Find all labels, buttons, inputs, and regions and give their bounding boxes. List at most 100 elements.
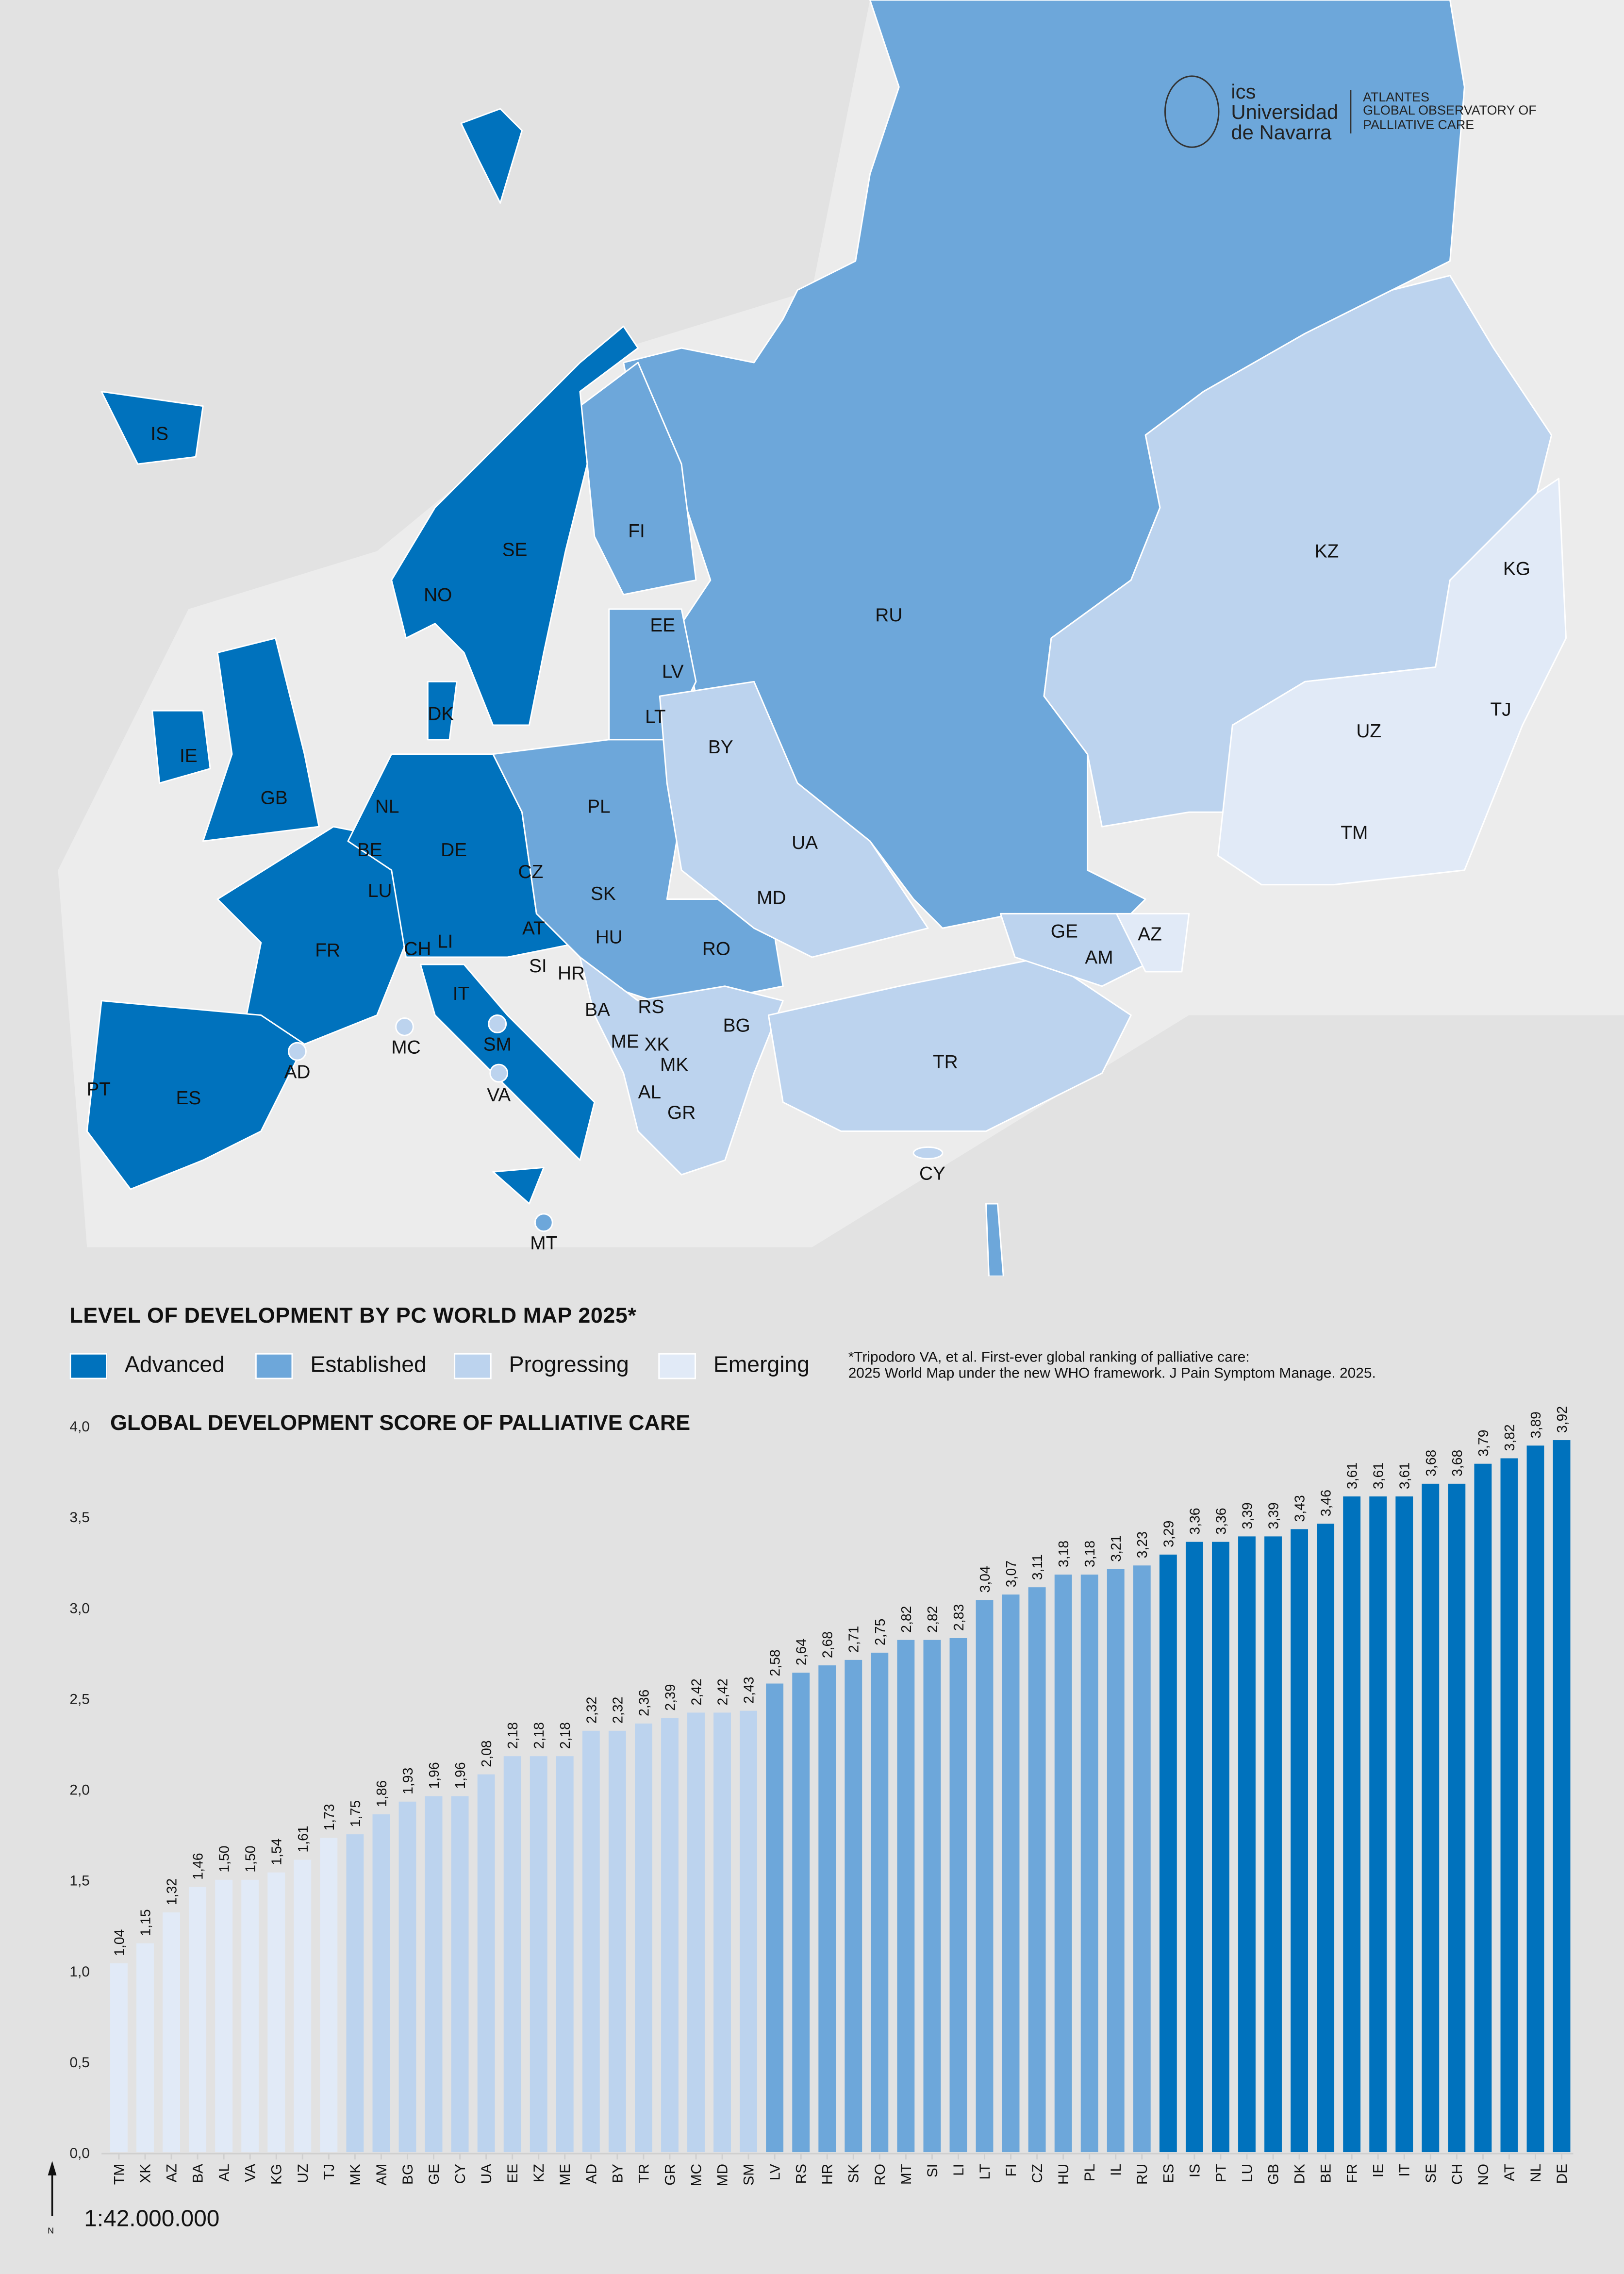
logo-atlantes: ATLANTES [1363, 89, 1430, 104]
category-label: RS [794, 2164, 810, 2184]
category-label: PT [1213, 2164, 1229, 2182]
value-label: 3,07 [1004, 1560, 1019, 1587]
country-label-uz: UZ [1356, 721, 1381, 742]
value-label: 3,61 [1371, 1462, 1387, 1489]
y-tick-label: 3,5 [69, 1510, 90, 1526]
country-label-rs: RS [638, 996, 664, 1017]
category-label: FR [1344, 2164, 1360, 2183]
country-label-is: IS [150, 424, 168, 445]
value-label: 2,18 [558, 1722, 573, 1749]
region-denmark [427, 681, 458, 741]
legend-item-emerging: Emerging [658, 1353, 810, 1379]
university-seal-icon [1164, 75, 1220, 148]
north-label: N [48, 2225, 54, 2235]
bar-ee [503, 1756, 521, 2153]
value-label: 2,32 [584, 1697, 599, 1724]
value-label: 1,04 [112, 1929, 127, 1956]
value-label: 2,39 [663, 1684, 678, 1710]
legend-label: Advanced [124, 1353, 225, 1378]
region-sicily [492, 1166, 545, 1205]
bar-ie [1369, 1496, 1387, 2153]
country-label-lt: LT [645, 706, 665, 727]
bar-il [1107, 1569, 1125, 2153]
region-italy [419, 963, 596, 1161]
value-label: 2,75 [873, 1619, 888, 1645]
country-label-gr: GR [667, 1102, 696, 1123]
category-label: UZ [295, 2164, 311, 2183]
value-label: 3,39 [1240, 1502, 1255, 1529]
bar-fi [1002, 1594, 1020, 2153]
region-scandinavia [391, 325, 639, 726]
category-label: TR [636, 2164, 652, 2183]
value-label: 2,43 [742, 1676, 757, 1703]
bar-lu [1238, 1536, 1256, 2153]
category-label: MC [688, 2164, 704, 2186]
bar-lt [976, 1600, 994, 2153]
country-label-no: NO [424, 584, 452, 605]
category-label: DE [1554, 2164, 1570, 2184]
country-label-cz: CZ [518, 862, 544, 882]
value-label: 3,29 [1161, 1521, 1177, 1547]
country-label-mt: MT [530, 1233, 557, 1254]
footnote-line-2: 2025 World Map under the new WHO framewo… [848, 1366, 1376, 1382]
country-label-am: AM [1085, 947, 1113, 968]
logo-palliative-care: PALLIATIVE CARE [1363, 117, 1475, 132]
bar-gr [661, 1718, 679, 2153]
value-label: 2,08 [479, 1740, 495, 1767]
bar-pt [1212, 1542, 1229, 2153]
bar-hu [1054, 1574, 1072, 2153]
country-label-mc: MC [391, 1037, 420, 1058]
country-label-xk: XK [644, 1034, 669, 1055]
category-label: IS [1187, 2164, 1203, 2177]
bar-rs [792, 1673, 810, 2153]
country-label-bg: BG [723, 1015, 750, 1036]
value-label: 1,32 [165, 1878, 180, 1905]
legend-item-progressing: Progressing [454, 1353, 629, 1379]
category-label: GB [1265, 2164, 1281, 2185]
country-label-fi: FI [628, 521, 645, 542]
value-label: 1,46 [191, 1853, 206, 1879]
country-label-al: AL [638, 1082, 661, 1103]
value-label: 3,61 [1345, 1462, 1360, 1489]
value-label: 1,54 [269, 1839, 285, 1865]
category-label: UA [479, 2164, 495, 2184]
bar-se [1422, 1483, 1440, 2153]
bar-by [608, 1730, 626, 2153]
value-label: 2,18 [505, 1722, 521, 1749]
value-label: 2,42 [689, 1678, 704, 1705]
footnote-line-1: *Tripodoro VA, et al. First-ever global … [848, 1350, 1250, 1366]
category-label: CZ [1029, 2164, 1045, 2183]
country-label-va: VA [487, 1085, 511, 1106]
country-label-hr: HR [558, 963, 585, 984]
country-label-ro: RO [702, 938, 730, 959]
category-label: VA [243, 2164, 259, 2182]
category-label: GE [426, 2164, 442, 2185]
bar-no [1474, 1463, 1492, 2153]
value-label: 3,89 [1528, 1411, 1544, 1438]
legend-title: LEVEL OF DEVELOPMENT BY PC WORLD MAP 202… [69, 1304, 637, 1328]
value-label: 3,04 [978, 1566, 993, 1593]
value-label: 2,82 [925, 1606, 941, 1633]
category-label: AM [374, 2164, 390, 2186]
category-label: TJ [321, 2164, 337, 2180]
country-label-hu: HU [596, 927, 623, 947]
value-label: 1,96 [427, 1762, 442, 1789]
bar-tj [320, 1838, 338, 2153]
dot-andorra [288, 1042, 307, 1061]
value-label: 1,15 [138, 1909, 153, 1936]
bar-it [1395, 1496, 1413, 2153]
bar-li [949, 1638, 967, 2153]
category-label: LV [767, 2164, 783, 2180]
y-tick-label: 3,0 [69, 1600, 90, 1616]
country-label-es: ES [176, 1088, 201, 1109]
bar-be [1317, 1524, 1335, 2153]
region-azerbaijan [1115, 913, 1190, 973]
country-label-ad: AD [284, 1062, 310, 1082]
value-label: 3,36 [1213, 1508, 1229, 1534]
region-balkans-greece [579, 956, 784, 1176]
country-label-se: SE [502, 540, 528, 561]
y-tick-label: 4,0 [69, 1419, 90, 1435]
y-tick-label: 0,5 [69, 2055, 90, 2071]
country-label-de: DE [441, 840, 467, 861]
country-label-at: AT [522, 918, 545, 939]
